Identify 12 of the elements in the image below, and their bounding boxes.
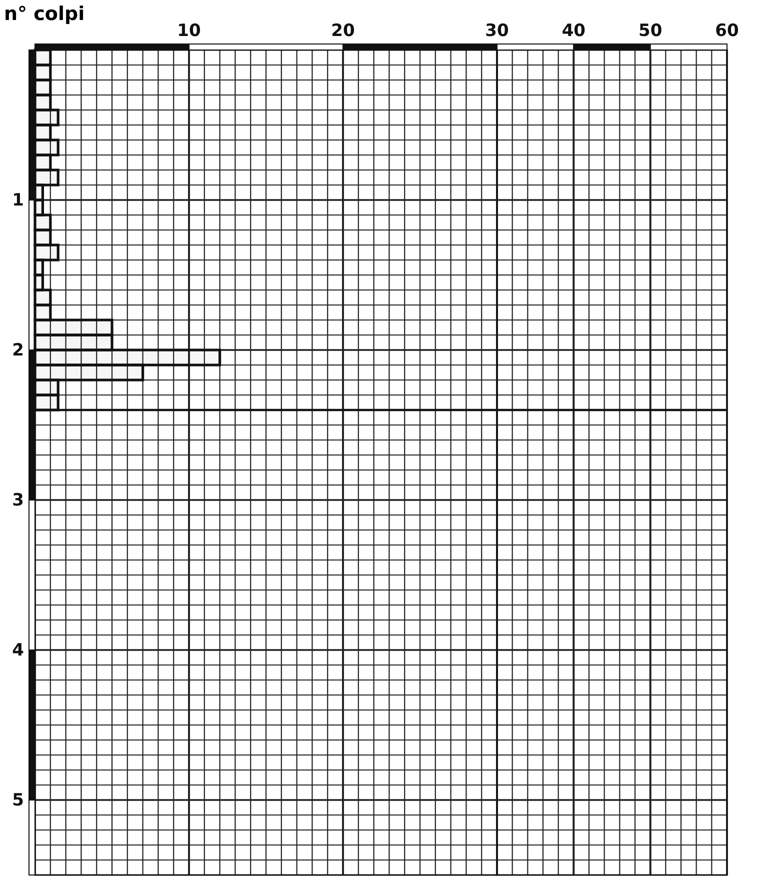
x-tick-label: 60: [715, 21, 739, 41]
x-tick-label: 30: [485, 21, 509, 41]
y-tick-label: 3: [12, 490, 24, 510]
x-tick-label: 40: [562, 21, 586, 41]
y-tick-label: 2: [12, 340, 24, 360]
x-tick-label: 50: [638, 21, 662, 41]
y-tick-label: 4: [12, 640, 24, 660]
x-tick-label: 10: [177, 21, 201, 41]
y-tick-label: 1: [12, 190, 24, 210]
x-axis-title: n° colpi: [4, 3, 85, 25]
x-tick-label: 20: [331, 21, 355, 41]
y-tick-label: 5: [12, 790, 24, 810]
